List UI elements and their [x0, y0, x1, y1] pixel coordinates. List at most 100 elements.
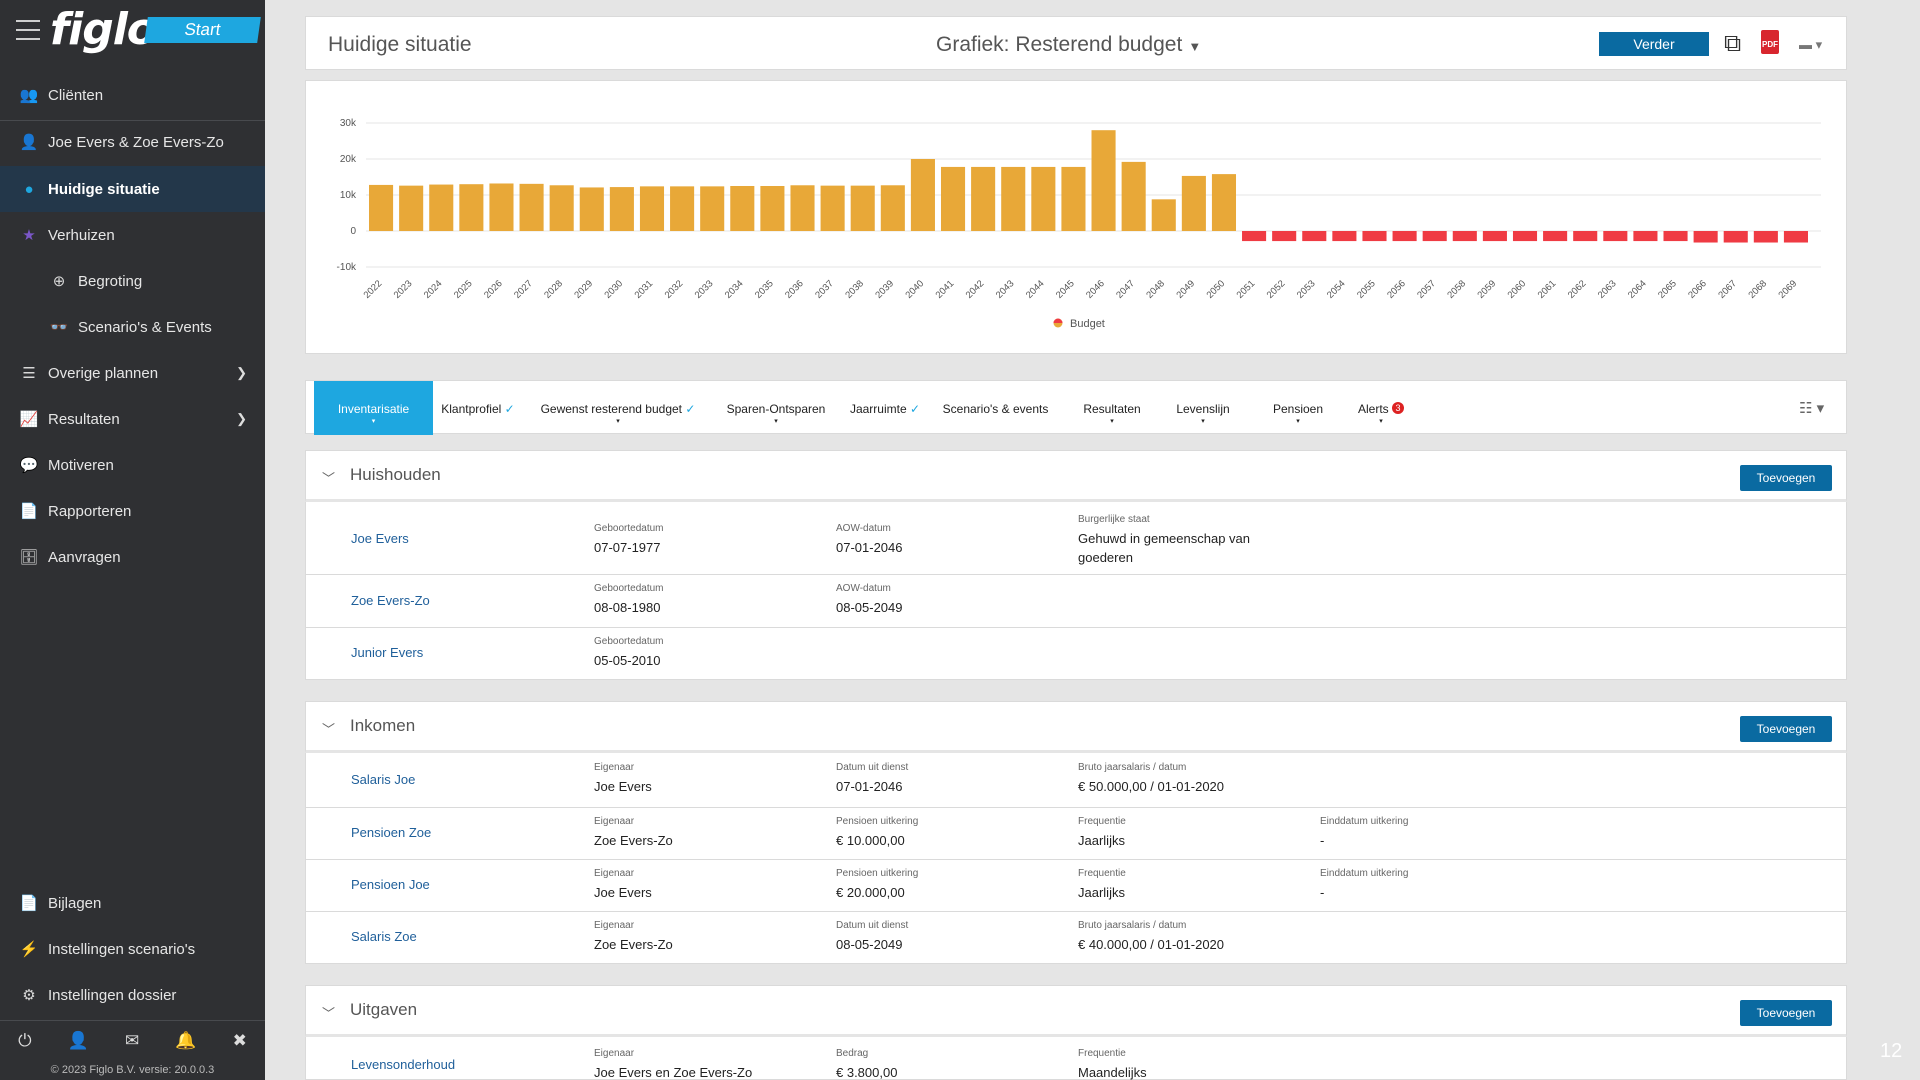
field-birthdate: Geboortedatum 07-07-1977 [594, 523, 664, 555]
sidebar-item-scenarios-events[interactable]: 👓 Scenario's & Events [0, 304, 265, 350]
users-icon: 👥 [19, 87, 39, 104]
tab-label: Jaarruimte [849, 402, 907, 416]
tab-sparen-ontsparen[interactable]: Sparen-Ontsparen ▾ [721, 381, 831, 435]
tools-icon[interactable]: ✖ [232, 1030, 247, 1050]
add-button[interactable]: Toevoegen [1740, 1000, 1832, 1026]
bar [1422, 231, 1447, 242]
bar [1392, 231, 1417, 242]
x-tick-label: 2056 [1385, 278, 1408, 301]
field-end-of-service: Datum uit dienst 07-01-2046 [836, 762, 909, 794]
graph-select[interactable]: Grafiek: Resterend budget ▼ [936, 33, 1201, 57]
x-tick-label: 2057 [1415, 278, 1438, 301]
bar [459, 184, 484, 231]
start-button[interactable]: Start [144, 17, 261, 43]
x-tick-label: 2028 [542, 278, 565, 301]
row-name-link[interactable]: Junior Evers [351, 645, 424, 660]
bar [760, 186, 785, 231]
bar [1061, 166, 1086, 231]
tab-scenarios-events[interactable]: Scenario's & events [938, 381, 1053, 435]
x-tick-label: 2023 [392, 278, 415, 301]
lightning-icon: ⚡ [19, 941, 39, 958]
list-view-icon[interactable]: ☷ ▾ [1799, 400, 1825, 417]
bell-icon[interactable]: 🔔 [175, 1030, 197, 1050]
alert-count-badge: 3 [1392, 402, 1405, 414]
x-tick-label: 2050 [1205, 278, 1228, 301]
sidebar-item-motiveren[interactable]: 💬 Motiveren [0, 442, 265, 488]
y-tick-label: 0 [350, 226, 356, 237]
figlo-logo: figlo [50, 4, 157, 55]
sidebar-item-rapporteren[interactable]: 📄 Rapporteren [0, 488, 265, 534]
verder-button[interactable]: Verder [1599, 32, 1709, 56]
x-tick-label: 2027 [512, 278, 535, 301]
hamburger-menu-icon[interactable] [16, 20, 40, 40]
page-header: Huidige situatie Grafiek: Resterend budg… [305, 16, 1847, 70]
chevron-down-icon[interactable]: ﹀ [322, 471, 336, 486]
field-birthdate: Geboortedatum 08-08-1980 [594, 583, 664, 615]
sidebar-item-instellingen-scenarios[interactable]: ⚡ Instellingen scenario's [0, 926, 265, 972]
sidebar-item-label: Verhuizen [48, 226, 115, 244]
copy-document-icon[interactable]: ⧉ [1724, 30, 1742, 57]
tab-label: Klantprofiel [441, 402, 502, 416]
row-name-link[interactable]: Joe Evers [351, 531, 409, 546]
tab-levenslijn[interactable]: Levenslijn ▾ [1163, 381, 1243, 435]
sidebar-item-instellingen-dossier[interactable]: ⚙ Instellingen dossier [0, 972, 265, 1018]
sidebar-item-begroting[interactable]: ⊕ Begroting [0, 258, 265, 304]
tab-gewenst-resterend-budget[interactable]: Gewenst resterend budget ✓ ▾ [538, 381, 698, 435]
field-frequency: Frequentie Jaarlijks [1078, 868, 1126, 900]
caret-down-icon: ▾ [1201, 418, 1205, 425]
pdf-icon[interactable]: PDF [1761, 30, 1779, 54]
chevron-down-icon[interactable]: ﹀ [322, 722, 336, 737]
row-name-link[interactable]: Pensioen Joe [351, 877, 430, 892]
section-inkomen-header: ﹀ Inkomen Toevoegen [305, 701, 1847, 753]
tab-inventarisatie[interactable]: Inventarisatie ▾ [314, 381, 433, 435]
row-name-link[interactable]: Pensioen Zoe [351, 825, 432, 840]
check-icon: ✓ [909, 402, 921, 416]
chevron-down-icon[interactable]: ﹀ [322, 1006, 336, 1021]
bar [910, 159, 935, 231]
x-tick-label: 2064 [1626, 278, 1649, 301]
sidebar-item-resultaten[interactable]: 📈 Resultaten ❯ [0, 396, 265, 442]
options-menu-icon[interactable]: ▬ ▾ [1799, 37, 1823, 52]
tab-label: Alerts [1357, 402, 1389, 416]
bar [489, 183, 514, 231]
row-name-link[interactable]: Salaris Joe [351, 772, 416, 787]
copyright-text: © 2023 Figlo B.V. versie: 20.0.0.3 [50, 1064, 215, 1076]
tab-bar: Inventarisatie ▾ Klantprofiel ✓ Gewenst r… [305, 380, 1847, 435]
bar [1121, 161, 1146, 231]
bar [971, 166, 996, 231]
caret-down-icon: ▼ [1188, 39, 1202, 54]
sidebar-item-bijlagen[interactable]: 📄 Bijlagen [0, 880, 265, 926]
tab-resultaten[interactable]: Resultaten ▾ [1072, 381, 1152, 435]
sidebar-item-overige-plannen[interactable]: ☰ Overige plannen ❯ [0, 350, 265, 396]
x-tick-label: 2032 [663, 278, 686, 301]
sidebar-item-clienten[interactable]: 👥 Cliënten [0, 72, 265, 118]
user-icon[interactable]: 👤 [67, 1030, 89, 1050]
x-tick-label: 2060 [1506, 278, 1529, 301]
x-tick-label: 2035 [753, 278, 776, 301]
x-tick-label: 2033 [693, 278, 716, 301]
y-tick-label: -10k [337, 262, 357, 273]
x-tick-label: 2040 [903, 278, 926, 301]
power-icon[interactable]: ⏻ [18, 1030, 32, 1050]
add-button[interactable]: Toevoegen [1740, 465, 1832, 491]
bar [700, 186, 725, 231]
x-tick-label: 2022 [362, 278, 385, 301]
sidebar-item-huidige-situatie[interactable]: ● Huidige situatie [0, 166, 265, 212]
tab-jaarruimte[interactable]: Jaarruimte ✓ [845, 381, 925, 435]
row-name-link[interactable]: Zoe Evers-Zo [351, 593, 430, 608]
tab-alerts[interactable]: Alerts 3 ▾ [1346, 381, 1416, 435]
sidebar-item-client[interactable]: 👤 Joe Evers & Zoe Evers-Zo [0, 119, 265, 165]
add-button[interactable]: Toevoegen [1740, 716, 1832, 742]
caret-down-icon: ▾ [1296, 418, 1300, 425]
row-name-link[interactable]: Levensonderhoud [351, 1057, 456, 1072]
caret-down-icon: ▾ [774, 418, 778, 425]
sidebar-item-aanvragen[interactable]: 🗄 Aanvragen [0, 534, 265, 580]
tab-klantprofiel[interactable]: Klantprofiel ✓ [438, 381, 518, 435]
list-item: Salaris Zoe Eigenaar Zoe Evers-Zo Datum u… [305, 912, 1847, 964]
x-tick-label: 2042 [964, 278, 987, 301]
x-tick-label: 2066 [1686, 278, 1709, 301]
sidebar-item-verhuizen[interactable]: ★ Verhuizen [0, 212, 265, 258]
row-name-link[interactable]: Salaris Zoe [351, 929, 417, 944]
tab-pensioen[interactable]: Pensioen ▾ [1258, 381, 1338, 435]
mail-icon[interactable]: ✉ [124, 1030, 140, 1050]
